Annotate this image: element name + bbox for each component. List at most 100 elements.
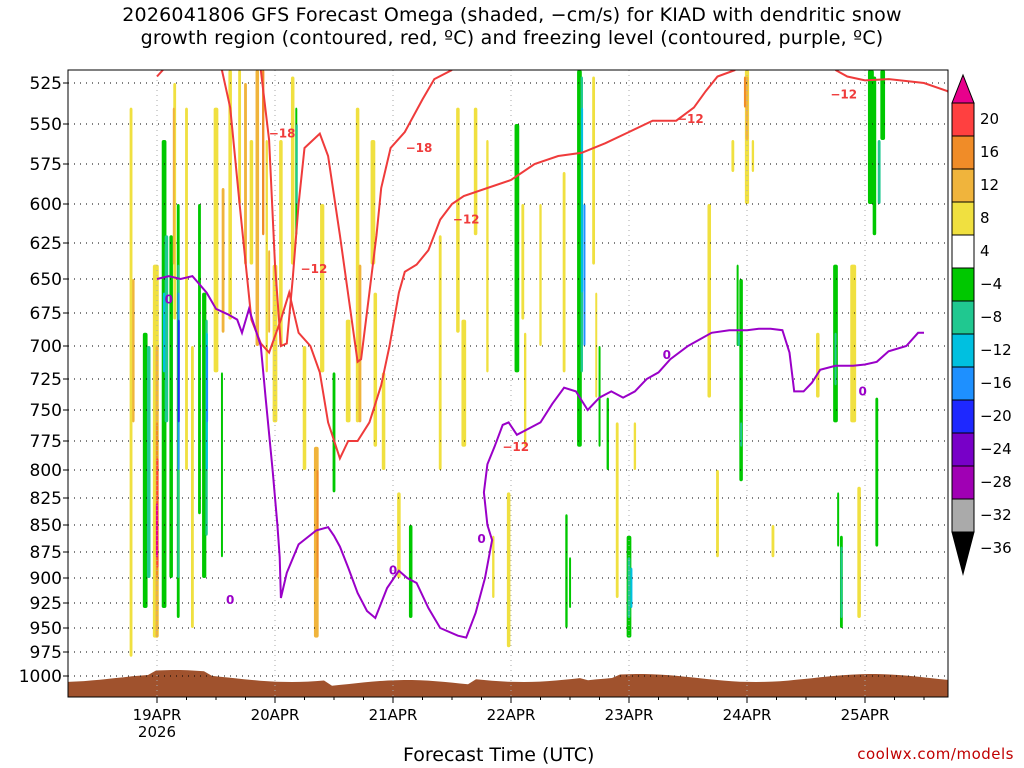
omega-cell-green <box>598 346 601 447</box>
omega-cell-green <box>875 397 879 547</box>
omega-cell-yellow <box>290 76 295 265</box>
omega-cell-green <box>565 514 568 628</box>
colorbar-top-arrow <box>951 73 975 104</box>
omega-cell-green <box>332 372 336 493</box>
omega-cell-yellow <box>381 372 386 470</box>
y-tick-label: 650 <box>30 270 62 290</box>
contour-label: 0 <box>226 593 234 607</box>
y-tick-label: 850 <box>30 516 62 536</box>
omega-cell-yellow <box>857 486 861 618</box>
dgz-contour-line <box>220 70 736 462</box>
colorbar-swatch <box>951 366 975 401</box>
colorbar-swatch <box>951 432 975 467</box>
y-tick-label: 675 <box>30 304 62 324</box>
x-tick-label: 22APR <box>487 706 536 724</box>
omega-cell-yellow <box>539 204 542 346</box>
omega-cell-green <box>569 557 572 608</box>
colorbar-label: −8 <box>980 308 1002 326</box>
colorbar: 20 16 12 8 4 −4 −8 −12 −16 −20 −24 −28 −32 −36 <box>951 73 1012 576</box>
y-tick-label: 625 <box>30 234 62 254</box>
omega-cell-yellow <box>228 70 232 320</box>
colorbar-swatch <box>951 201 975 236</box>
colorbar-label: 4 <box>980 242 990 260</box>
omega-cell-gold <box>172 107 175 265</box>
omega-cell-green <box>202 292 207 578</box>
contour-label: −12 <box>301 262 328 276</box>
omega-cell-teal <box>164 235 169 423</box>
colorbar-label: −36 <box>980 539 1012 557</box>
colorbar-label: −4 <box>980 275 1002 293</box>
omega-cell-yellow <box>185 107 188 470</box>
y-tick-label: 875 <box>30 543 62 563</box>
colorbar-label: 12 <box>980 176 999 194</box>
colorbar-swatch <box>951 498 975 533</box>
omega-cell-yellow <box>506 492 511 648</box>
x-tick-label: 20APR <box>251 706 300 724</box>
omega-cell-yellow <box>265 140 268 373</box>
omega-cell-orange <box>743 76 746 108</box>
omega-cell-yellow <box>492 535 495 598</box>
omega-cell-yellow <box>562 172 566 373</box>
contour-label: −18 <box>269 127 296 141</box>
omega-cell-darkblue <box>177 319 180 423</box>
dgz-contour-line <box>156 70 164 78</box>
omega-cell-yellow <box>816 332 820 398</box>
chart-title: 2026041806 GFS Forecast Omega (shaded, −… <box>0 4 1024 50</box>
omega-cell-yellow <box>190 346 194 628</box>
omega-cell-yellow <box>129 107 133 657</box>
colorbar-label: −16 <box>980 374 1012 392</box>
freezing-level-contour-line <box>156 274 924 639</box>
omega-cell-yellow <box>523 332 527 447</box>
omega-cell-green <box>514 124 520 373</box>
omega-cell-yellow <box>707 204 712 398</box>
x-axis-label: Forecast Time (UTC) <box>403 744 595 766</box>
omega-cell-orange <box>262 70 265 236</box>
contour-label: 0 <box>858 384 866 398</box>
y-tick-label: 900 <box>30 569 62 589</box>
omega-cell-green <box>606 397 609 470</box>
omega-cell-green <box>837 492 840 547</box>
contour-label: 0 <box>477 532 485 546</box>
y-tick-label: 775 <box>30 432 62 452</box>
x-tick-sublabel: 2026 <box>138 723 176 741</box>
omega-cell-yellow <box>397 492 401 578</box>
contour-label: −18 <box>406 141 433 155</box>
y-tick-label: 725 <box>30 370 62 390</box>
dgz-contour-line <box>835 70 948 94</box>
contour-label: −12 <box>453 213 480 227</box>
y-tick-label: 825 <box>30 489 62 509</box>
y-tick-label: 750 <box>30 401 62 421</box>
omega-cell-yellow <box>595 292 598 398</box>
omega-cell-yellow <box>279 140 283 346</box>
colorbar-swatch <box>951 300 975 335</box>
omega-cell-yellow <box>716 470 719 558</box>
omega-cell-teal <box>840 546 843 618</box>
contour-label: 0 <box>389 564 397 578</box>
y-tick-label: 600 <box>30 195 62 215</box>
omega-cell-cyan <box>630 567 633 608</box>
omega-cell-green <box>736 264 739 346</box>
x-tick-label: 24APR <box>723 706 772 724</box>
omega-cell-yellow <box>320 204 325 373</box>
colorbar-bottom-arrow <box>951 531 975 576</box>
ground-terrain-layer <box>68 670 948 697</box>
omega-shading-layer <box>129 70 886 657</box>
omega-cell-green <box>739 279 743 482</box>
x-tick-label: 25APR <box>841 706 890 724</box>
x-tick-label: 21APR <box>369 706 418 724</box>
plot-frame <box>67 69 949 698</box>
y-tick-label: 925 <box>30 594 62 614</box>
omega-cell-green <box>880 70 886 140</box>
omega-cell-gold <box>221 188 225 333</box>
colorbar-swatch <box>951 333 975 368</box>
axes-layer: 525 550 575 600 625 650 675 700 725 750 775 800 825 8… <box>19 69 949 741</box>
colorbar-label: −24 <box>980 440 1012 458</box>
omega-cell-teal <box>877 140 881 204</box>
colorbar-swatch <box>951 102 975 137</box>
omega-cell-yellow <box>731 140 735 172</box>
y-tick-label: 550 <box>30 115 62 135</box>
chart-title-line-1: 2026041806 GFS Forecast Omega (shaded, −… <box>122 4 902 26</box>
omega-cell-yellow <box>751 140 755 172</box>
omega-cell-gold <box>244 83 247 265</box>
